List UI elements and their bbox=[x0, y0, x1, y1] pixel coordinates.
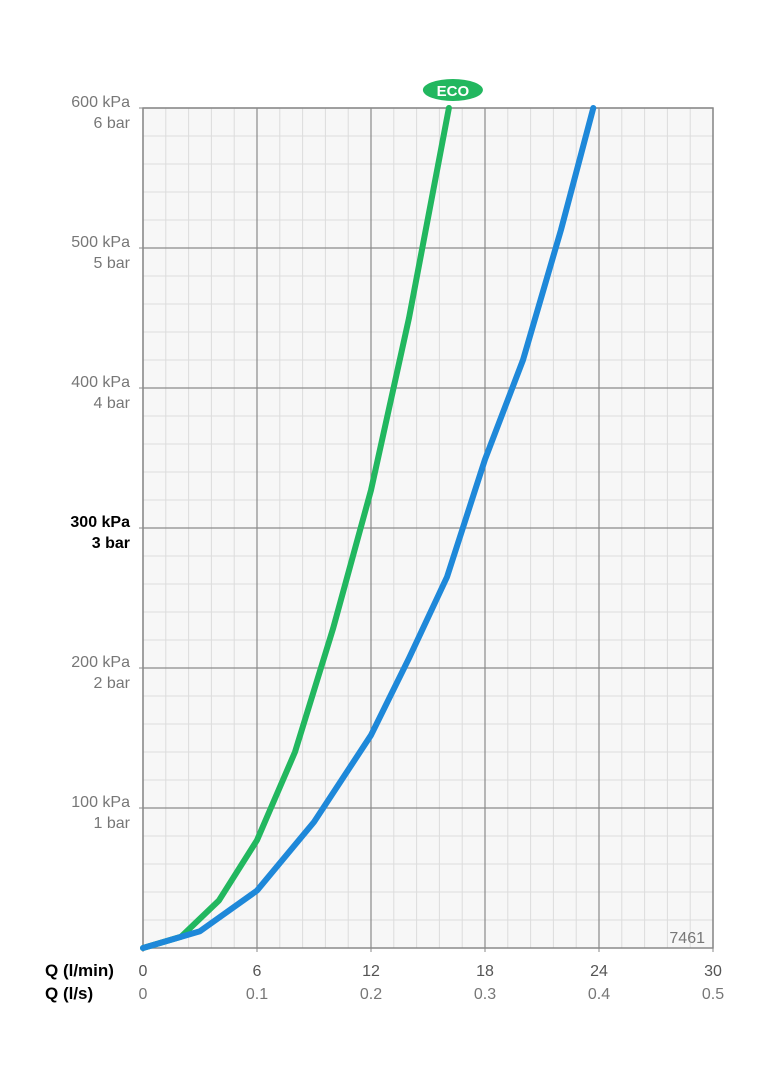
x2-tick-label: 0.4 bbox=[588, 986, 610, 1003]
x-tick-label: 18 bbox=[476, 963, 494, 980]
y-tick-label: 100 kPa bbox=[71, 794, 130, 811]
x-tick-label: 24 bbox=[590, 963, 608, 980]
y-tick-label: 600 kPa bbox=[71, 94, 130, 111]
x2-tick-label: 0.5 bbox=[702, 986, 724, 1003]
x2-tick-label: 0 bbox=[139, 986, 148, 1003]
x-axis-label: Q (l/min) bbox=[45, 961, 114, 980]
y2-tick-label: 5 bar bbox=[94, 255, 131, 272]
annotation: 7461 bbox=[669, 930, 705, 947]
series-line bbox=[140, 105, 597, 951]
y2-tick-label: 1 bar bbox=[94, 815, 131, 832]
y-tick-label: 400 kPa bbox=[71, 374, 130, 391]
x2-tick-label: 0.1 bbox=[246, 986, 268, 1003]
x-tick-label: 30 bbox=[704, 963, 722, 980]
y-tick-label: 300 kPa bbox=[70, 514, 130, 531]
legend-badge bbox=[422, 79, 483, 101]
x-tick-label: 6 bbox=[253, 963, 262, 980]
x2-axis-label: Q (l/s) bbox=[45, 984, 93, 1003]
y2-tick-label: 4 bar bbox=[94, 395, 131, 412]
plot-frame bbox=[142, 107, 714, 949]
x2-tick-label: 0.3 bbox=[474, 986, 496, 1003]
x-tick-label: 0 bbox=[139, 963, 148, 980]
y-tick-label: 500 kPa bbox=[71, 234, 130, 251]
y-tick-label: 200 kPa bbox=[71, 654, 130, 671]
y2-tick-label: 3 bar bbox=[92, 535, 130, 552]
y2-tick-label: 6 bar bbox=[94, 115, 131, 132]
legend-label: ECO bbox=[437, 83, 470, 100]
x2-tick-label: 0.2 bbox=[360, 986, 382, 1003]
series-line bbox=[140, 105, 452, 951]
y2-tick-label: 2 bar bbox=[94, 675, 131, 692]
x-tick-label: 12 bbox=[362, 963, 380, 980]
